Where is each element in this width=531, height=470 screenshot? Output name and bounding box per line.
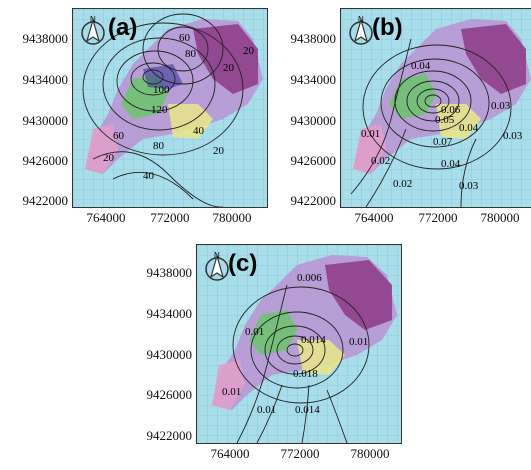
svg-text:N: N: [90, 15, 96, 24]
panel-label: (a): [108, 14, 138, 41]
y-tick-label: 9430000: [146, 347, 193, 362]
x-tick-label: 764000: [354, 210, 394, 225]
y-tick-label: 9430000: [290, 113, 337, 128]
x-tick-label: 772000: [418, 210, 458, 225]
contour-label: 0.01: [349, 336, 368, 348]
contour-label: 20: [243, 45, 255, 57]
contour-label: 0.04: [411, 60, 431, 72]
contour-label: 0.03: [503, 130, 523, 142]
x-tick-label: 780000: [480, 210, 520, 225]
contour-label: 0.02: [371, 155, 390, 167]
y-tick-label: 9434000: [290, 72, 337, 87]
y-tick-label: 9426000: [146, 387, 193, 402]
svg-text:N: N: [358, 15, 364, 24]
contour-label: 80: [153, 140, 165, 152]
contour-label: 80: [185, 48, 197, 60]
north-arrow-icon: N: [205, 251, 229, 281]
map-plot-b: 0.03 0.04 0.05 0.06 0.07 0.04 0.03 0.02 …: [340, 8, 531, 208]
terrain-green: [249, 310, 297, 355]
x-tick-label: 780000: [212, 210, 252, 225]
contour-label: 100: [153, 84, 170, 96]
contour-label: 0.01: [245, 326, 264, 338]
contour-label: 20: [223, 62, 235, 74]
contour-label: 0.03: [491, 100, 511, 112]
terrain-pink: [85, 124, 118, 174]
contour-lines: [232, 284, 370, 443]
terrain-pink: [353, 124, 386, 174]
contour-label: 0.01: [257, 404, 276, 416]
contour-label: 0.014: [295, 404, 320, 416]
terrain-magenta: [325, 260, 392, 330]
y-tick-label: 9422000: [146, 428, 193, 443]
north-arrow-icon: N: [349, 15, 373, 45]
contour-label: 0.006: [297, 272, 322, 284]
panel-label: (c): [228, 250, 258, 277]
terrain-yellow: [168, 104, 213, 139]
terrain-pink: [212, 360, 245, 410]
y-tick-label: 9422000: [22, 193, 69, 208]
contour-label: 0.018: [293, 368, 318, 380]
map-plot-c: 0.006 0.01 0.014 0.01 0.018 0.014 0.01 0…: [196, 244, 402, 444]
contour-label: 0.03: [459, 180, 479, 192]
y-tick-label: 9438000: [290, 31, 337, 46]
terrain-yellow: [297, 340, 345, 375]
contour-label: 40: [143, 170, 155, 182]
contour-label: 0.01: [222, 386, 241, 398]
contour-label: 20: [103, 152, 115, 164]
contour-label: 0.02: [393, 178, 412, 190]
y-tick-label: 9430000: [22, 113, 69, 128]
y-tick-label: 9434000: [146, 306, 193, 321]
contour-label: 0.07: [433, 136, 453, 148]
x-tick-label: 764000: [210, 446, 250, 461]
contour-label: 20: [213, 145, 225, 157]
contour-lines: [350, 38, 512, 207]
contour-label: 0.05: [435, 114, 455, 126]
terrain-magenta: [461, 24, 526, 94]
x-tick-label: 772000: [150, 210, 190, 225]
x-tick-label: 780000: [350, 446, 390, 461]
contour-lines: [82, 13, 244, 207]
contour-label: 60: [179, 32, 191, 44]
panel-label: (b): [372, 14, 403, 41]
y-tick-label: 9438000: [22, 31, 69, 46]
x-tick-label: 764000: [86, 210, 126, 225]
x-tick-label: 772000: [280, 446, 320, 461]
y-tick-label: 9426000: [22, 153, 69, 168]
contour-label: 40: [193, 125, 205, 137]
contour-label: 0.04: [459, 122, 479, 134]
svg-text:N: N: [214, 251, 220, 260]
y-tick-label: 9422000: [290, 193, 337, 208]
y-tick-label: 9434000: [22, 72, 69, 87]
contour-label: 0.06: [441, 104, 461, 116]
map-plot-a: 60 80 100 120 20 60 80 40 20 40 20 20 N: [72, 8, 268, 208]
y-tick-label: 9438000: [146, 265, 193, 280]
contour-label: 60: [113, 130, 125, 142]
contour-label: 0.01: [361, 128, 380, 140]
north-arrow-icon: N: [81, 15, 105, 45]
contour-label: 120: [151, 104, 168, 116]
contour-label: 0.04: [441, 158, 461, 170]
contour-label: 0.014: [301, 334, 326, 346]
y-tick-label: 9426000: [290, 153, 337, 168]
terrain-yellow: [436, 104, 481, 139]
